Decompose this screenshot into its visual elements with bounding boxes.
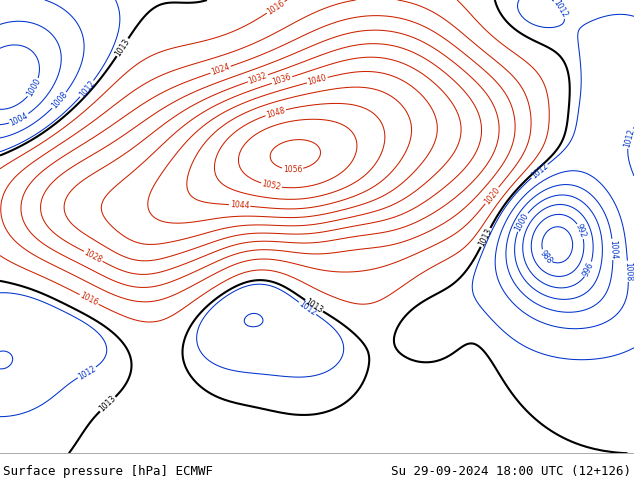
Text: 1012: 1012 [552, 0, 569, 20]
Text: 988: 988 [538, 248, 553, 265]
Text: 1013: 1013 [98, 394, 118, 414]
Text: 1012: 1012 [297, 299, 318, 318]
Text: 1048: 1048 [265, 105, 286, 120]
Text: Su 29-09-2024 18:00 UTC (12+126): Su 29-09-2024 18:00 UTC (12+126) [391, 465, 631, 478]
Text: 1020: 1020 [482, 185, 501, 206]
Text: 1008: 1008 [49, 90, 69, 111]
Text: 1000: 1000 [514, 211, 531, 233]
Text: 1013: 1013 [477, 227, 494, 248]
Text: 1028: 1028 [83, 248, 104, 265]
Text: 1004: 1004 [8, 111, 30, 127]
Text: 1052: 1052 [261, 179, 281, 192]
Text: 1016: 1016 [79, 291, 100, 308]
Text: 1016: 1016 [265, 0, 286, 16]
Text: 996: 996 [581, 261, 596, 278]
Text: 992: 992 [574, 223, 588, 240]
Text: 1012: 1012 [77, 78, 96, 99]
Text: 1008: 1008 [623, 261, 633, 281]
Text: 1013: 1013 [304, 297, 325, 315]
Text: 1013: 1013 [113, 37, 132, 58]
Text: 1004: 1004 [608, 240, 618, 259]
Text: 1000: 1000 [25, 77, 42, 98]
Text: 1024: 1024 [210, 62, 231, 77]
Text: 1044: 1044 [230, 200, 250, 211]
Text: 1056: 1056 [283, 165, 302, 174]
Text: 1032: 1032 [247, 71, 269, 86]
Text: 1036: 1036 [271, 73, 293, 87]
Text: 1012: 1012 [623, 128, 634, 149]
Text: 1040: 1040 [307, 73, 328, 87]
Text: 1012: 1012 [77, 364, 98, 381]
Text: 1012: 1012 [529, 162, 550, 181]
Text: Surface pressure [hPa] ECMWF: Surface pressure [hPa] ECMWF [3, 465, 213, 478]
